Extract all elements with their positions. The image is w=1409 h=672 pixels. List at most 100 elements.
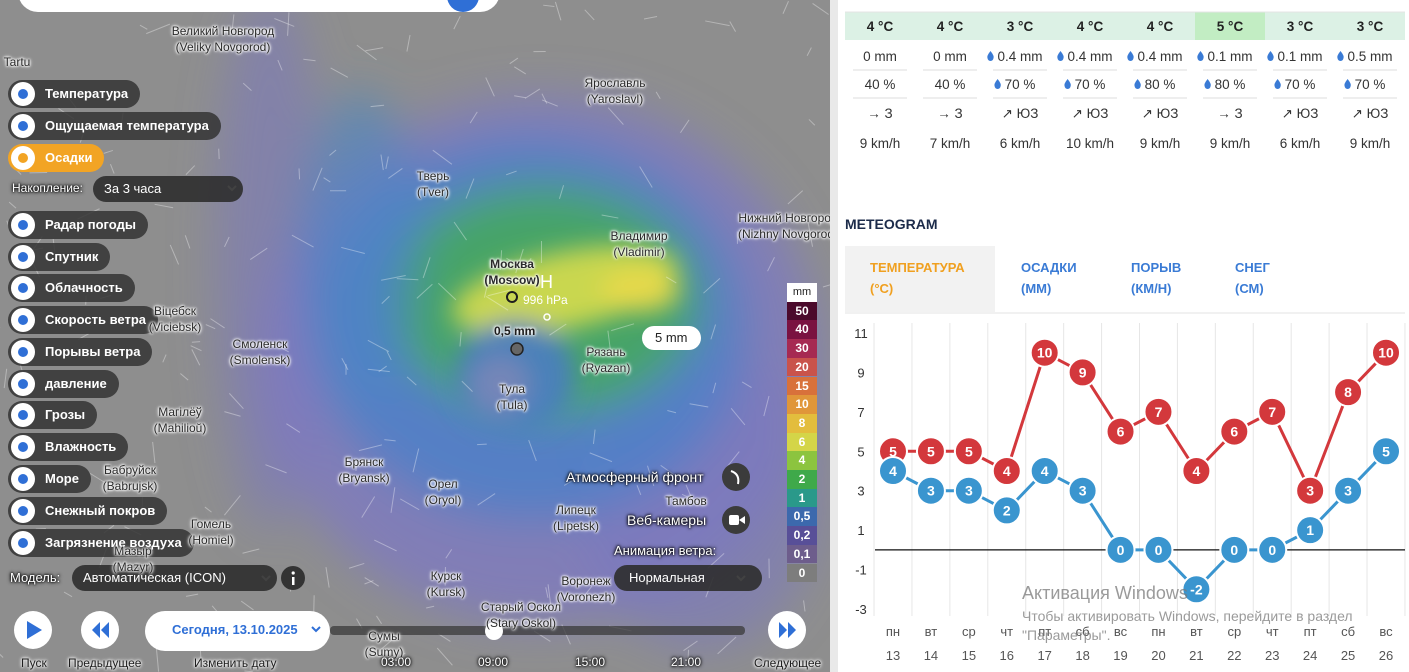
x-tick-label: пт <box>1304 624 1317 639</box>
heavy-precipitation <box>452 245 680 430</box>
accumulation-label: Накопление: <box>12 181 83 195</box>
table-cell: 4 °C <box>937 19 964 34</box>
wind-streak <box>129 661 142 667</box>
x-tick-date: 18 <box>1075 648 1089 663</box>
x-tick-label: чт <box>1000 624 1013 639</box>
accumulation-select[interactable]: За 3 часа <box>93 176 243 202</box>
wind-streak <box>396 278 419 281</box>
wind-streak <box>589 452 613 463</box>
wind-streak <box>416 283 433 299</box>
data-label: 6 <box>1230 424 1238 440</box>
selected-point[interactable] <box>510 342 524 356</box>
map[interactable]: Температура Ощущаемая температура Осадки Ра… <box>0 0 830 672</box>
table-cell: 0.1 mm <box>1207 49 1252 64</box>
layer-button[interactable]: Скорость ветра <box>8 306 158 334</box>
wind-streak <box>681 493 705 506</box>
wind-streak <box>139 24 148 30</box>
layer-button[interactable]: давление <box>8 370 119 398</box>
layer-button[interactable]: Влажность <box>8 433 129 461</box>
layer-icon-shape <box>18 538 28 548</box>
wind-streak <box>787 190 804 205</box>
wind-streak <box>438 633 451 642</box>
city-name-latin: (Lipetsk) <box>552 519 600 533</box>
city-label: Магілёў (Mahilioŭ) <box>154 404 207 436</box>
table-cell: 9 km/h <box>860 136 901 151</box>
city-name: Гомель <box>190 517 232 531</box>
timeline-track[interactable] <box>330 626 745 635</box>
meteogram-tab[interactable]: ТЕМПЕРАТУРА (°C) <box>870 260 965 296</box>
model-select[interactable]: Автоматическая (ICON) <box>72 565 277 591</box>
wind-streak <box>505 170 517 176</box>
wind-animation-select[interactable]: Нормальная <box>614 565 762 591</box>
table-cell: 4 °C <box>867 19 894 34</box>
layer-button[interactable]: Снежный покров <box>8 497 168 525</box>
meteogram-tab[interactable]: ОСАДКИ (ММ) <box>1021 260 1077 296</box>
table-cell: 0.4 mm <box>997 49 1042 64</box>
city-label: Бабруйск (Babrujsk) <box>103 462 158 494</box>
date-chevron <box>311 626 321 633</box>
city-name: Tartu <box>3 55 31 69</box>
timeline-knob[interactable] <box>485 622 503 640</box>
city-name: Старый Оскол <box>480 600 562 614</box>
layer-button[interactable]: Спутник <box>8 243 111 271</box>
data-point <box>915 475 946 506</box>
y-tick-label: 5 <box>857 444 864 459</box>
search-button[interactable] <box>447 0 479 12</box>
wind-streak <box>341 246 365 254</box>
wind-streak <box>549 323 567 336</box>
table-cell: → З <box>937 106 962 121</box>
series-line <box>892 450 1388 592</box>
layer-button[interactable]: Загрязнение воздуха <box>8 529 194 557</box>
meteogram-tab[interactable]: СНЕГ (СМ) <box>1235 260 1270 296</box>
wind-streak <box>109 163 115 174</box>
data-point <box>1295 515 1326 546</box>
date-label[interactable]: Сегодня, 13.10.2025 <box>172 622 298 637</box>
city-label: Тверь (Tver) <box>417 168 450 200</box>
layer-button[interactable]: Радар погоды <box>8 211 148 239</box>
city-label: Сумы (Sumy) <box>365 628 404 660</box>
wind-streak <box>406 376 417 386</box>
layer-button[interactable]: Облачность <box>8 274 135 302</box>
wind-streak <box>477 493 496 506</box>
data-point <box>991 495 1022 526</box>
data-point <box>915 436 946 467</box>
city-name: Нижний Новгород <box>738 211 830 225</box>
layer-icon <box>11 435 35 459</box>
wind-streak <box>277 59 283 71</box>
drop-icon <box>1204 79 1211 89</box>
value-tooltip[interactable]: 5 mm <box>642 326 701 350</box>
layer-icon <box>11 213 35 237</box>
wind-streak <box>541 99 558 107</box>
city-name-latin: (Babrujsk) <box>102 479 158 493</box>
layer-button[interactable]: Температура <box>8 80 141 108</box>
webcam-icon-lens <box>739 516 745 524</box>
search-bar[interactable] <box>18 0 500 12</box>
table-cell: 70 % <box>1285 77 1316 92</box>
y-tick-label: 11 <box>854 326 868 341</box>
button-label: Предыдущее <box>68 656 142 670</box>
x-tick-date: 15 <box>962 648 976 663</box>
drop-icon <box>1267 51 1274 61</box>
layer-icon-glyph <box>18 410 28 420</box>
layer-button[interactable]: Порывы ветра <box>8 338 153 366</box>
layer-button[interactable]: Море <box>8 465 91 493</box>
button-label: Изменить дату <box>194 656 277 670</box>
layer-button[interactable]: Грозы <box>8 401 98 429</box>
front-toggle[interactable] <box>722 463 750 491</box>
wind-streak <box>0 653 4 658</box>
data-label: 3 <box>927 483 935 499</box>
wind-streak <box>584 359 603 374</box>
previous-icon <box>92 622 109 638</box>
meteogram-tab[interactable]: ПОРЫВ (КМ/Н) <box>1131 260 1182 296</box>
wind-streak <box>8 201 17 209</box>
date-picker[interactable] <box>145 611 330 651</box>
city-name: Тула <box>498 382 526 396</box>
wind-streak <box>190 345 202 352</box>
layer-icon-glyph <box>18 283 28 293</box>
layer-icon-glyph <box>18 347 28 357</box>
layer-button[interactable]: Осадки <box>8 144 105 172</box>
table-cell: 7 km/h <box>930 136 971 151</box>
x-tick-date: 13 <box>886 648 900 663</box>
y-tick-label: 7 <box>857 405 864 420</box>
layer-button[interactable]: Ощущаемая температура <box>8 112 221 140</box>
